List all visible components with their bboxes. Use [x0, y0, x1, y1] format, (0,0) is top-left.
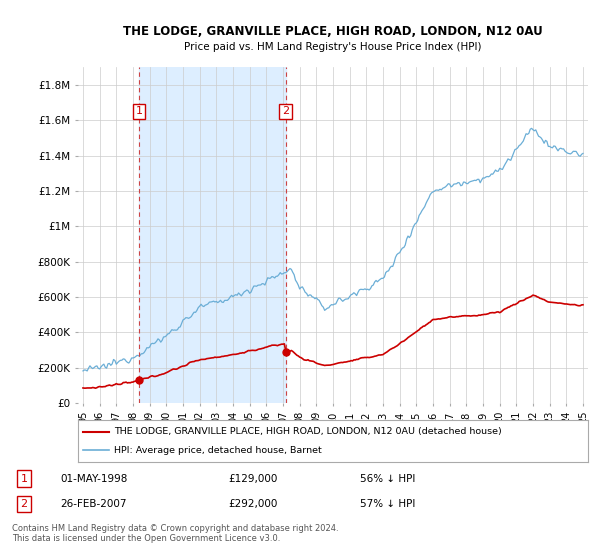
Text: Price paid vs. HM Land Registry's House Price Index (HPI): Price paid vs. HM Land Registry's House …: [184, 42, 482, 52]
Text: 2: 2: [20, 499, 28, 509]
Text: HPI: Average price, detached house, Barnet: HPI: Average price, detached house, Barn…: [114, 446, 322, 455]
Text: 2: 2: [282, 106, 289, 116]
Text: 01-MAY-1998: 01-MAY-1998: [60, 474, 127, 484]
Text: 1: 1: [136, 106, 143, 116]
Text: 1: 1: [20, 474, 28, 484]
Text: £292,000: £292,000: [228, 499, 277, 509]
Text: Contains HM Land Registry data © Crown copyright and database right 2024.
This d: Contains HM Land Registry data © Crown c…: [12, 524, 338, 543]
Text: THE LODGE, GRANVILLE PLACE, HIGH ROAD, LONDON, N12 0AU (detached house): THE LODGE, GRANVILLE PLACE, HIGH ROAD, L…: [114, 427, 502, 436]
Text: 57% ↓ HPI: 57% ↓ HPI: [360, 499, 415, 509]
Text: THE LODGE, GRANVILLE PLACE, HIGH ROAD, LONDON, N12 0AU: THE LODGE, GRANVILLE PLACE, HIGH ROAD, L…: [123, 25, 543, 38]
Text: £129,000: £129,000: [228, 474, 277, 484]
Text: 56% ↓ HPI: 56% ↓ HPI: [360, 474, 415, 484]
Bar: [139, 67, 286, 403]
Text: 26-FEB-2007: 26-FEB-2007: [60, 499, 127, 509]
